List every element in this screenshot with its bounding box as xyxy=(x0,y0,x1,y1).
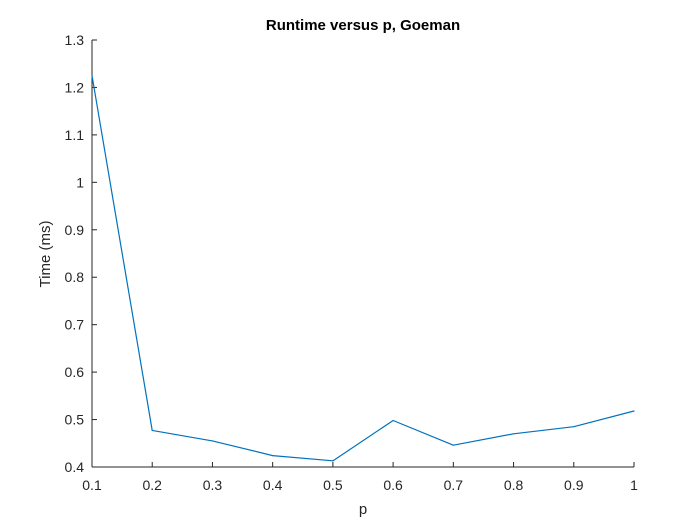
x-tick-label: 0.5 xyxy=(323,477,343,493)
data-point xyxy=(211,440,214,442)
x-tick-label: 0.7 xyxy=(444,477,464,493)
data-point xyxy=(512,433,515,435)
y-tick-label: 0.9 xyxy=(65,222,85,238)
y-tick-label: 0.4 xyxy=(65,459,85,475)
x-tick-label: 1 xyxy=(630,477,638,493)
y-axis-label: Time (ms) xyxy=(37,221,54,288)
x-tick-label: 0.3 xyxy=(203,477,223,493)
y-tick-label: 1 xyxy=(76,174,84,190)
data-point xyxy=(332,460,334,462)
y-tick-label: 1.3 xyxy=(65,32,85,48)
plot-area xyxy=(92,40,634,467)
data-point xyxy=(392,419,394,422)
x-axis-ticks: 0.1 0.2 0.3 0.4 0.5 0.6 0.7 0.8 0.9 1 xyxy=(82,462,638,493)
x-tick-label: 0.2 xyxy=(142,477,162,493)
data-point xyxy=(573,426,575,428)
series-layer xyxy=(91,74,635,462)
y-tick-label: 1.2 xyxy=(65,79,85,95)
data-point xyxy=(633,410,635,412)
x-axis-label: p xyxy=(359,501,367,518)
y-tick-label: 0.5 xyxy=(65,412,85,428)
y-axis-ticks: 0.4 0.5 0.6 0.7 0.8 0.9 1 1.1 1.2 1.3 xyxy=(65,32,97,475)
data-point xyxy=(452,444,454,446)
x-tick-label: 0.8 xyxy=(504,477,524,493)
x-tick-label: 0.6 xyxy=(383,477,403,493)
chart-title: Runtime versus p, Goeman xyxy=(266,17,460,34)
x-tick-label: 0.9 xyxy=(564,477,584,493)
data-point xyxy=(91,74,93,77)
y-tick-label: 0.8 xyxy=(65,269,85,285)
data-point xyxy=(272,455,274,457)
x-tick-label: 0.1 xyxy=(82,477,102,493)
series-line xyxy=(91,75,635,462)
data-point xyxy=(151,429,153,432)
x-tick-label: 0.4 xyxy=(263,477,283,493)
y-tick-label: 0.7 xyxy=(65,317,85,333)
y-tick-label: 1.1 xyxy=(65,127,85,143)
y-tick-label: 0.6 xyxy=(65,364,85,380)
